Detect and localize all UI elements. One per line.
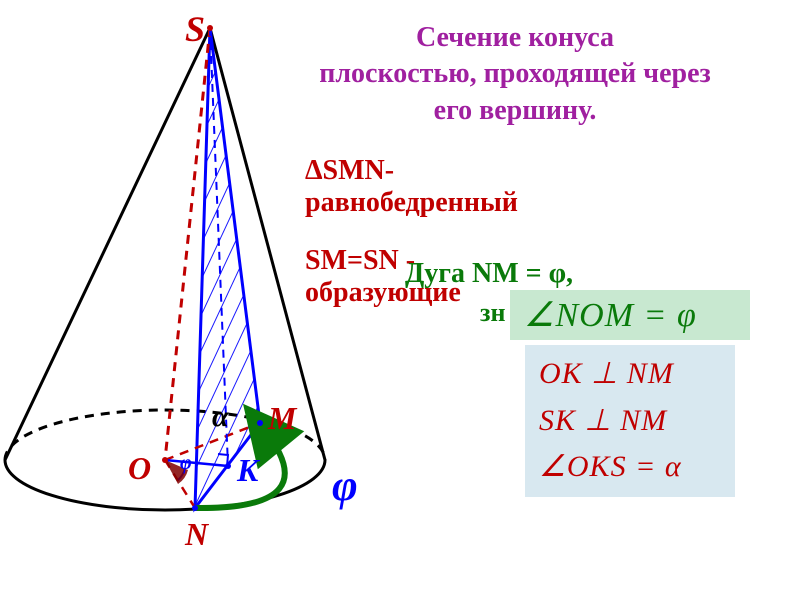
cone-side-left [5, 28, 210, 460]
label-n: N [185, 516, 208, 553]
label-m: M [268, 400, 296, 437]
base-ellipse-front [5, 460, 325, 510]
point-m [257, 420, 263, 426]
formula-perp-line2: SK ⊥ NM [539, 398, 721, 445]
title-line3: его вершину. [434, 95, 597, 126]
title-line1: Сечение конуса [416, 22, 614, 53]
label-k: K [237, 452, 258, 489]
label-phi-small: φ [180, 452, 192, 475]
label-s: S [185, 8, 205, 50]
point-n [192, 505, 198, 511]
label-o: O [128, 450, 151, 487]
point-o [162, 457, 168, 463]
statement-arc-eq: Дуга NM = φ, [405, 258, 573, 290]
formula-perp-line1: OK ⊥ NM [539, 351, 721, 398]
label-alpha: α [212, 400, 229, 434]
label-phi-big: φ [332, 460, 358, 511]
formula-nom: ∠NOM = φ [510, 290, 750, 340]
formula-perp-line3: ∠OKS = α [539, 444, 721, 491]
point-k [225, 463, 231, 469]
point-s [207, 25, 213, 31]
formula-perp-box: OK ⊥ NM SK ⊥ NM ∠OKS = α [525, 345, 735, 497]
statement-zn: зн [480, 298, 505, 328]
